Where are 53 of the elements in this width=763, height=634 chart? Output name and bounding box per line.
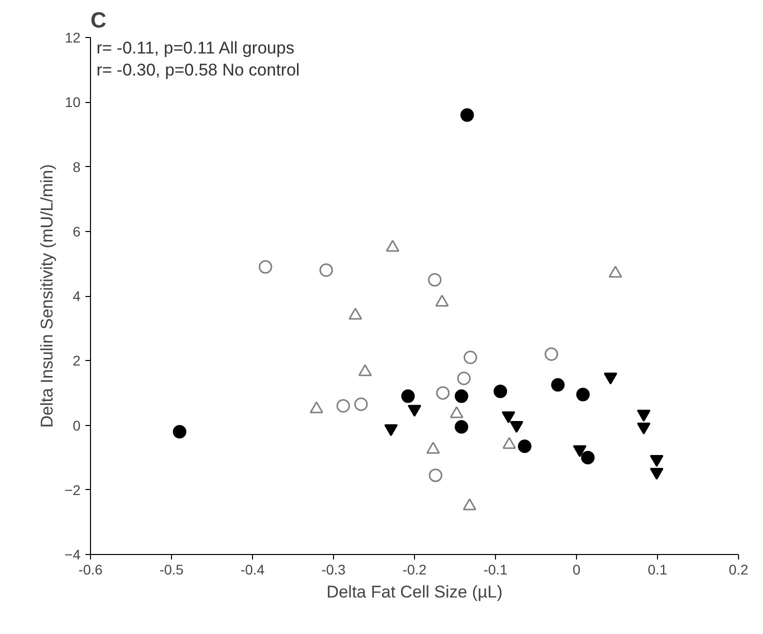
point bbox=[336, 399, 350, 413]
point bbox=[384, 424, 398, 436]
x-tick-label: -0.3 bbox=[321, 562, 346, 578]
point bbox=[494, 384, 508, 398]
point bbox=[576, 388, 590, 402]
chart-title: C bbox=[90, 8, 106, 32]
point bbox=[408, 404, 422, 417]
y-tick-label: 6 bbox=[72, 223, 81, 240]
point bbox=[457, 372, 471, 386]
point bbox=[258, 260, 272, 274]
point bbox=[172, 424, 186, 438]
y-tick-label: 4 bbox=[72, 288, 81, 304]
point bbox=[636, 410, 650, 422]
point bbox=[650, 454, 664, 467]
y-tick-label: 8 bbox=[72, 158, 81, 175]
annotation: r= -0.30, p=0.58 No control bbox=[96, 60, 300, 80]
x-tick-label: -0.4 bbox=[240, 562, 265, 578]
point bbox=[518, 440, 532, 453]
point bbox=[636, 422, 650, 435]
point bbox=[510, 421, 524, 433]
x-tick-label: -0.2 bbox=[402, 562, 427, 578]
point bbox=[454, 389, 468, 403]
point bbox=[544, 347, 558, 361]
point bbox=[572, 445, 586, 458]
x-tick-label: 0 bbox=[572, 562, 581, 578]
y-tick-label: 12 bbox=[64, 30, 81, 46]
point bbox=[319, 263, 333, 277]
point bbox=[464, 350, 478, 364]
x-tick-label: 0.2 bbox=[728, 562, 748, 578]
x-tick-label: -0.6 bbox=[78, 562, 103, 578]
x-tick-label: -0.5 bbox=[159, 562, 184, 578]
x-axis-title: Delta Fat Cell Size (µL) bbox=[326, 582, 503, 602]
x-tick-label: -0.1 bbox=[483, 562, 508, 578]
y-tick-label: 2 bbox=[72, 352, 81, 369]
y-tick-label: −2 bbox=[64, 482, 81, 498]
point bbox=[650, 468, 664, 480]
point bbox=[401, 389, 415, 403]
annotation: r= -0.11, p=0.11 All groups bbox=[96, 38, 294, 58]
point bbox=[551, 378, 565, 392]
point bbox=[428, 273, 442, 287]
y-axis-title: Delta Insulin Sensitivity (mU/L/min) bbox=[38, 164, 57, 428]
y-tick-label: 0 bbox=[72, 417, 81, 434]
point bbox=[428, 468, 442, 482]
y-tick-label: −4 bbox=[64, 546, 81, 562]
x-tick-label: 0.1 bbox=[648, 562, 668, 578]
point bbox=[460, 108, 474, 122]
point bbox=[502, 411, 516, 424]
y-tick-label: 10 bbox=[64, 94, 81, 110]
point bbox=[581, 450, 595, 464]
point bbox=[604, 372, 618, 384]
point bbox=[354, 398, 368, 411]
point bbox=[454, 420, 468, 434]
point bbox=[436, 386, 450, 400]
